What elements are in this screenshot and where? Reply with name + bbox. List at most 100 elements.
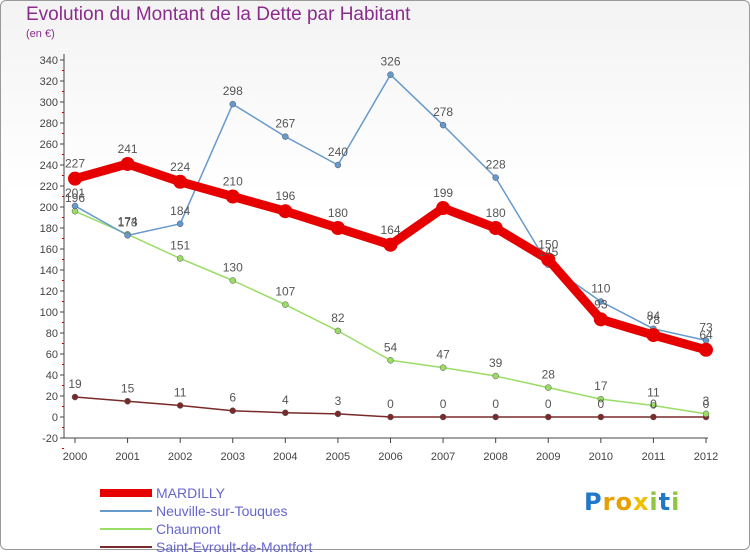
data-point [387,413,394,421]
data-label: 110 [591,282,610,296]
legend-swatch [100,546,152,548]
data-label: 3 [335,394,342,408]
data-point [597,298,605,305]
data-point [650,413,657,421]
data-label: 54 [384,340,398,354]
data-point [278,204,293,219]
data-point [593,312,608,327]
legend-item: Neuville-sur-Touques [100,502,312,520]
data-point [176,402,184,409]
legend-label: Chaumont [156,521,221,537]
y-tick-label: 20 [46,391,58,403]
y-tick-label: 40 [46,370,58,382]
data-point [545,384,552,391]
data-point [545,413,552,421]
data-label: 228 [486,158,506,172]
data-label: 180 [486,206,506,220]
data-label: 151 [170,238,190,252]
data-point [176,220,184,228]
x-tick-label: 2004 [273,451,297,463]
y-tick-label: 240 [40,160,58,172]
data-point [68,171,82,186]
chart-subtitle: (en €) [26,28,55,40]
data-label: 73 [699,320,713,334]
x-tick-label: 2005 [326,451,350,463]
data-label: 180 [328,206,348,220]
y-tick-label: 160 [40,244,58,256]
data-label: 11 [174,385,187,399]
legend-label: Neuville-sur-Touques [156,503,288,519]
x-tick-label: 2008 [483,451,507,463]
data-label: 3 [703,394,710,408]
data-point [334,161,342,169]
data-label: 201 [65,186,85,200]
chart-title: Evolution du Montant de la Dette par Hab… [26,4,411,25]
data-label: 84 [647,309,661,323]
data-point [330,221,345,235]
x-tick-label: 2006 [378,451,402,463]
legend-item: Chaumont [100,520,312,538]
series-line-0 [70,159,711,355]
data-label: 11 [647,385,660,399]
data-point [387,71,394,78]
data-point [702,410,710,418]
y-tick-label: 320 [40,76,58,88]
x-tick-label: 2001 [115,451,139,463]
y-tick-label: 260 [40,139,58,151]
legend-label: MARDILLY [156,485,225,501]
legend-swatch [100,489,152,497]
y-tick-label: 100 [40,307,58,319]
data-point [120,156,135,171]
x-tick-label: 2007 [431,451,455,463]
data-label: 4 [282,393,289,407]
data-label: 184 [170,204,190,218]
data-point [436,201,451,216]
y-tick-label: 0 [52,412,58,424]
data-label: 0 [597,397,604,411]
data-label: 64 [699,328,713,342]
data-point [597,413,605,421]
data-point [387,357,394,364]
data-point [492,372,499,380]
x-tick-label: 2000 [63,451,87,463]
data-point [229,100,236,108]
data-label: 199 [433,186,453,200]
data-point [282,133,289,140]
data-point [229,277,236,284]
data-label: 15 [121,381,135,395]
y-tick-label: 80 [46,328,58,340]
data-point [646,328,661,343]
x-tick-label: 2003 [221,451,245,463]
data-label: 17 [594,379,608,393]
data-point [439,121,447,129]
data-label: 0 [387,397,394,411]
data-point [173,174,188,189]
data-label: 28 [542,368,556,382]
data-label: 150 [538,238,558,252]
x-tick-label: 2009 [536,451,560,463]
data-label: 326 [380,55,400,69]
data-point [541,252,556,267]
data-label: 145 [538,245,558,259]
data-label: 0 [703,397,710,411]
data-point [71,202,79,210]
data-point [597,395,605,403]
y-tick-label: 180 [40,223,58,235]
data-label: 78 [647,313,661,327]
data-label: 6 [229,391,236,405]
data-point [124,398,131,405]
legend-label: Saint-Evroult-de-Montfort [156,539,313,555]
data-point [383,237,398,252]
y-tick-label: 220 [40,181,58,193]
data-point [439,364,447,371]
data-label: 210 [223,175,243,189]
y-tick-label: 140 [40,265,58,277]
data-point [492,174,499,181]
data-point [334,410,342,418]
data-label: 93 [594,297,608,311]
legend: MARDILLY Neuville-sur-Touques Chaumont Sain… [100,484,312,556]
x-tick-label: 2010 [589,451,613,463]
x-tick-label: 2012 [694,451,718,463]
